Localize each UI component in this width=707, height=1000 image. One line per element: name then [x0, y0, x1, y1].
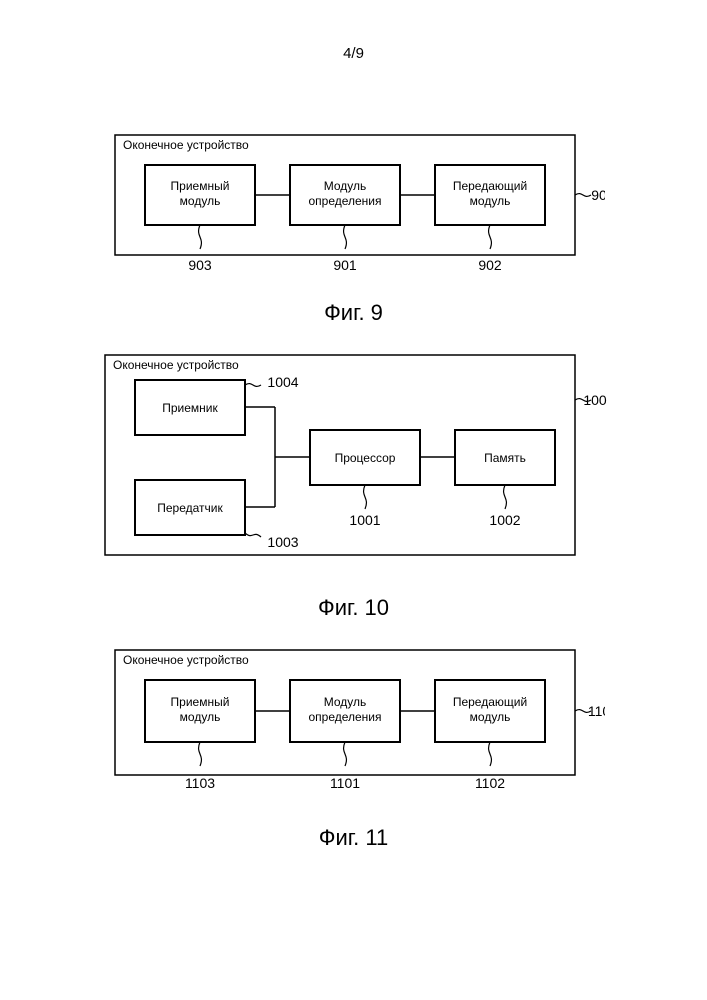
- fig11-caption: Фиг. 11: [319, 825, 388, 851]
- fig10-block-receiver-label: Приемник: [162, 401, 218, 415]
- fig10-bus: [245, 407, 310, 507]
- fig9-ref-903: 903: [188, 257, 212, 273]
- fig9-block-determine: Модуль определения 901: [290, 165, 400, 273]
- fig9-block-determine-line1: Модуль: [324, 179, 367, 193]
- page: 4/9 Оконечное устройство Приемный модуль…: [0, 0, 707, 1000]
- fig9-ref-902: 902: [478, 257, 502, 273]
- fig10-block-memory: Память 1002: [455, 430, 555, 528]
- fig10-block-memory-label: Память: [484, 451, 526, 465]
- fig9-block-receive-line1: Приемный: [171, 179, 230, 193]
- fig10-caption: Фиг. 10: [318, 595, 389, 621]
- fig11-block-transmit-line1: Передающий: [453, 695, 527, 709]
- fig9-caption: Фиг. 9: [324, 300, 383, 326]
- fig9-block-transmit-line2: модуль: [470, 194, 511, 208]
- fig9-block-transmit-line1: Передающий: [453, 179, 527, 193]
- fig9-ref-901: 901: [333, 257, 357, 273]
- fig11-block-receive-line1: Приемный: [171, 695, 230, 709]
- page-number: 4/9: [343, 45, 364, 62]
- fig9-block-determine-line2: определения: [308, 194, 381, 208]
- figure-9: Оконечное устройство Приемный модуль 903…: [105, 125, 605, 295]
- fig11-block-determine-line1: Модуль: [324, 695, 367, 709]
- fig11-outer-ref: 110: [588, 703, 605, 719]
- figure-10: Оконечное устройство Приемник 1004 Перед…: [95, 345, 615, 585]
- fig10-outer-ref: 100: [583, 392, 607, 408]
- fig10-block-transmitter-label: Передатчик: [157, 501, 223, 515]
- fig10-block-processor-label: Процессор: [335, 451, 396, 465]
- fig10-block-receiver: Приемник 1004: [135, 374, 299, 435]
- fig11-block-receive-line2: модуль: [180, 710, 221, 724]
- fig10-ref-1002: 1002: [489, 512, 520, 528]
- fig11-ref-1102: 1102: [475, 775, 505, 791]
- fig11-block-determine-line2: определения: [308, 710, 381, 724]
- fig10-title: Оконечное устройство: [113, 358, 239, 372]
- fig9-outer-lead: [575, 194, 591, 197]
- fig9-title: Оконечное устройство: [123, 138, 249, 152]
- fig9-block-receive-line2: модуль: [180, 194, 221, 208]
- fig10-block-processor: Процессор 1001: [310, 430, 420, 528]
- fig11-block-transmit-line2: модуль: [470, 710, 511, 724]
- figure-11: Оконечное устройство Приемный модуль 110…: [105, 640, 605, 815]
- fig10-ref-1003: 1003: [267, 534, 298, 550]
- fig10-ref-1001: 1001: [349, 512, 380, 528]
- fig10-block-transmitter: Передатчик 1003: [135, 480, 299, 550]
- fig9-outer-ref: 90: [591, 187, 605, 203]
- fig9-block-receive: Приемный модуль 903: [145, 165, 255, 273]
- fig9-block-transmit: Передающий модуль 902: [435, 165, 545, 273]
- fig11-title: Оконечное устройство: [123, 653, 249, 667]
- fig11-ref-1103: 1103: [185, 775, 215, 791]
- fig10-ref-1004: 1004: [267, 374, 298, 390]
- fig11-ref-1101: 1101: [330, 775, 360, 791]
